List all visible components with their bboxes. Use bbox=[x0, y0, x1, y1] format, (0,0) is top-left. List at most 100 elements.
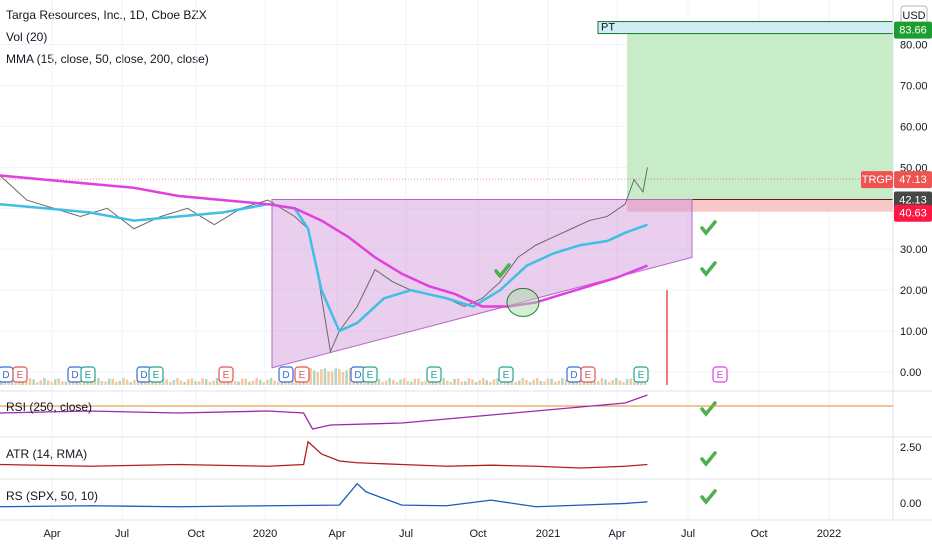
volume-bar bbox=[237, 381, 240, 385]
pane-line-1 bbox=[0, 394, 648, 430]
volume-bar bbox=[485, 380, 489, 385]
volume-bar bbox=[107, 378, 111, 385]
y-tick-label: 30.00 bbox=[900, 244, 928, 256]
event-marker-label: E bbox=[85, 370, 92, 381]
volume-bar bbox=[467, 378, 471, 385]
volume-bar bbox=[528, 381, 532, 385]
volume-bar bbox=[7, 380, 10, 385]
y-tick-label: 60.00 bbox=[900, 121, 928, 133]
event-marker-label: D bbox=[140, 370, 147, 381]
checkmark-icon bbox=[700, 220, 717, 236]
volume-bar bbox=[212, 380, 215, 385]
volume-bar bbox=[388, 378, 391, 385]
event-marker bbox=[426, 366, 442, 383]
volume-bar bbox=[50, 381, 53, 385]
volume-bar bbox=[143, 381, 147, 385]
event-marker bbox=[12, 366, 28, 383]
volume-bar bbox=[240, 378, 244, 385]
volume-bar bbox=[582, 381, 586, 385]
volume-bar bbox=[179, 380, 183, 385]
volume-bar bbox=[93, 379, 97, 385]
volume-bar bbox=[611, 380, 614, 385]
volume-bar bbox=[453, 378, 456, 385]
series-trgp bbox=[0, 167, 648, 354]
volume-bar bbox=[402, 378, 406, 385]
volume-bar bbox=[553, 381, 557, 385]
volume-bar bbox=[46, 380, 50, 385]
volume-bar bbox=[302, 381, 305, 385]
legend-volume: Vol (20) bbox=[6, 30, 48, 44]
volume-bar bbox=[208, 381, 212, 385]
volume-bar bbox=[327, 371, 330, 385]
volume-bar bbox=[39, 380, 43, 385]
event-marker bbox=[498, 366, 514, 383]
x-tick-label: Jul bbox=[399, 528, 413, 540]
volume-bar bbox=[370, 381, 373, 385]
volume-bar bbox=[255, 378, 258, 385]
event-marker-label: D bbox=[354, 370, 361, 381]
event-marker-label: E bbox=[431, 370, 438, 381]
x-tick-label: Oct bbox=[469, 528, 486, 540]
pane-label: ATR (14, RMA) bbox=[6, 447, 87, 461]
volume-bar bbox=[262, 381, 266, 385]
triangle-pattern bbox=[271, 199, 693, 369]
volume-bar bbox=[97, 378, 100, 385]
volume-bar bbox=[172, 380, 176, 385]
volume-spike bbox=[666, 290, 668, 385]
volume-bar bbox=[53, 379, 57, 385]
volume-bar bbox=[176, 378, 179, 385]
volume-bar bbox=[111, 378, 115, 385]
pane-label: RS (SPX, 50, 10) bbox=[6, 489, 98, 503]
x-tick-label: 2022 bbox=[817, 528, 841, 540]
target-price-tag bbox=[894, 21, 932, 39]
checkmark-icon bbox=[700, 489, 717, 505]
volume-bar bbox=[312, 370, 316, 385]
event-marker bbox=[580, 366, 596, 383]
volume-bar bbox=[514, 381, 517, 385]
volume-bar bbox=[489, 381, 492, 385]
volume-bar bbox=[194, 381, 197, 385]
stop-price-tag-text: 40.63 bbox=[899, 208, 927, 220]
x-tick-label: Oct bbox=[187, 528, 204, 540]
volume-bar bbox=[456, 378, 460, 385]
currency-label: USD bbox=[902, 10, 925, 22]
volume-bar bbox=[129, 381, 132, 385]
volume-bar bbox=[424, 380, 427, 385]
volume-bar bbox=[334, 368, 338, 385]
pane-tick: 2.50 bbox=[900, 442, 921, 454]
volume-bar bbox=[25, 381, 28, 385]
volume-bar bbox=[291, 381, 294, 385]
event-marker bbox=[80, 366, 96, 383]
x-tick-label: Jul bbox=[115, 528, 129, 540]
volume-bar bbox=[316, 371, 320, 385]
event-marker bbox=[294, 366, 310, 383]
profit-zone bbox=[627, 29, 893, 200]
volume-bar bbox=[323, 368, 327, 385]
pane-line-2 bbox=[0, 440, 648, 469]
volume-bar bbox=[10, 381, 14, 385]
volume-bar bbox=[615, 378, 618, 385]
volume-bar bbox=[21, 381, 25, 385]
volume-bar bbox=[61, 381, 64, 385]
volume-bar bbox=[89, 381, 93, 385]
target-label: PT bbox=[601, 22, 615, 34]
event-marker-label: E bbox=[503, 370, 510, 381]
volume-bar bbox=[557, 380, 561, 385]
event-marker-label: E bbox=[367, 370, 374, 381]
volume-bar bbox=[348, 368, 352, 385]
volume-bar bbox=[597, 381, 600, 385]
volume-bar bbox=[446, 380, 449, 385]
event-marker-label: E bbox=[17, 370, 24, 381]
x-tick-label: Apr bbox=[43, 528, 60, 540]
volume-bar bbox=[460, 381, 463, 385]
volume-bar bbox=[600, 378, 604, 385]
ticker-tag bbox=[861, 171, 893, 189]
volume-bar bbox=[449, 381, 453, 385]
volume-bar bbox=[406, 380, 409, 385]
checkmark-icon bbox=[700, 401, 717, 417]
volume-bar bbox=[187, 379, 190, 385]
event-marker bbox=[278, 366, 294, 383]
volume-bar bbox=[496, 378, 499, 385]
y-tick-label: 0.00 bbox=[900, 367, 921, 379]
